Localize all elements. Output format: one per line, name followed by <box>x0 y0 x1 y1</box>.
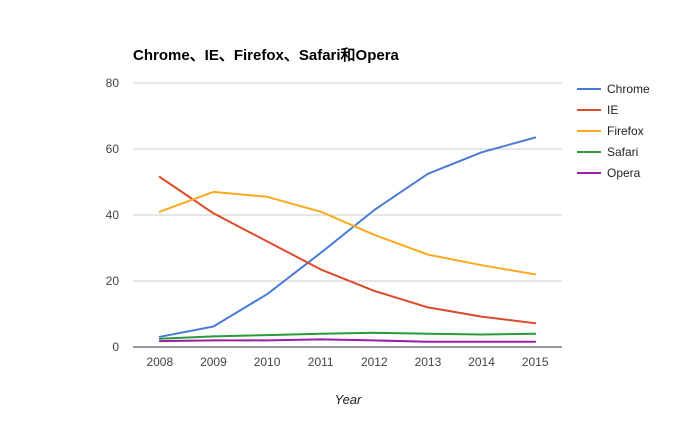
x-tick-label: 2010 <box>254 355 281 369</box>
legend-label: Opera <box>607 166 641 180</box>
y-axis-ticks: 0 20 40 60 80 <box>106 76 120 354</box>
x-tick-label: 2008 <box>146 355 173 369</box>
y-tick-label: 40 <box>106 208 120 222</box>
legend-label: IE <box>607 103 618 117</box>
y-tick-label: 80 <box>106 76 120 90</box>
series-line-ie <box>158 176 537 325</box>
x-tick-label: 2011 <box>308 355 334 369</box>
legend-label: Chrome <box>607 82 650 96</box>
series-line-opera <box>158 338 537 343</box>
series-line-firefox <box>158 190 537 276</box>
series-line-chrome <box>158 136 537 338</box>
legend-item-ie[interactable]: IE <box>577 103 618 117</box>
x-axis-ticks: 2008 2009 2010 2011 2012 2013 2014 2015 <box>146 355 548 369</box>
legend-label: Firefox <box>607 124 644 138</box>
chart-title: Chrome、IE、Firefox、Safari和Opera <box>133 47 400 64</box>
y-tick-label: 20 <box>106 274 120 288</box>
x-tick-label: 2009 <box>200 355 227 369</box>
x-axis-title: Year <box>335 392 362 407</box>
series-line-safari <box>158 331 537 340</box>
x-tick-label: 2014 <box>468 355 495 369</box>
gridlines <box>133 82 562 282</box>
legend-item-safari[interactable]: Safari <box>577 145 638 159</box>
x-tick-label: 2012 <box>361 355 388 369</box>
y-tick-label: 60 <box>106 142 120 156</box>
series-lines <box>158 136 537 343</box>
x-tick-label: 2015 <box>522 355 549 369</box>
legend-item-chrome[interactable]: Chrome <box>577 82 650 96</box>
x-tick-label: 2013 <box>415 355 442 369</box>
legend-item-firefox[interactable]: Firefox <box>577 124 644 138</box>
legend-item-opera[interactable]: Opera <box>577 166 641 180</box>
legend: Chrome IE Firefox Safari Opera <box>577 82 650 180</box>
legend-label: Safari <box>607 145 638 159</box>
y-tick-label: 0 <box>112 340 119 354</box>
